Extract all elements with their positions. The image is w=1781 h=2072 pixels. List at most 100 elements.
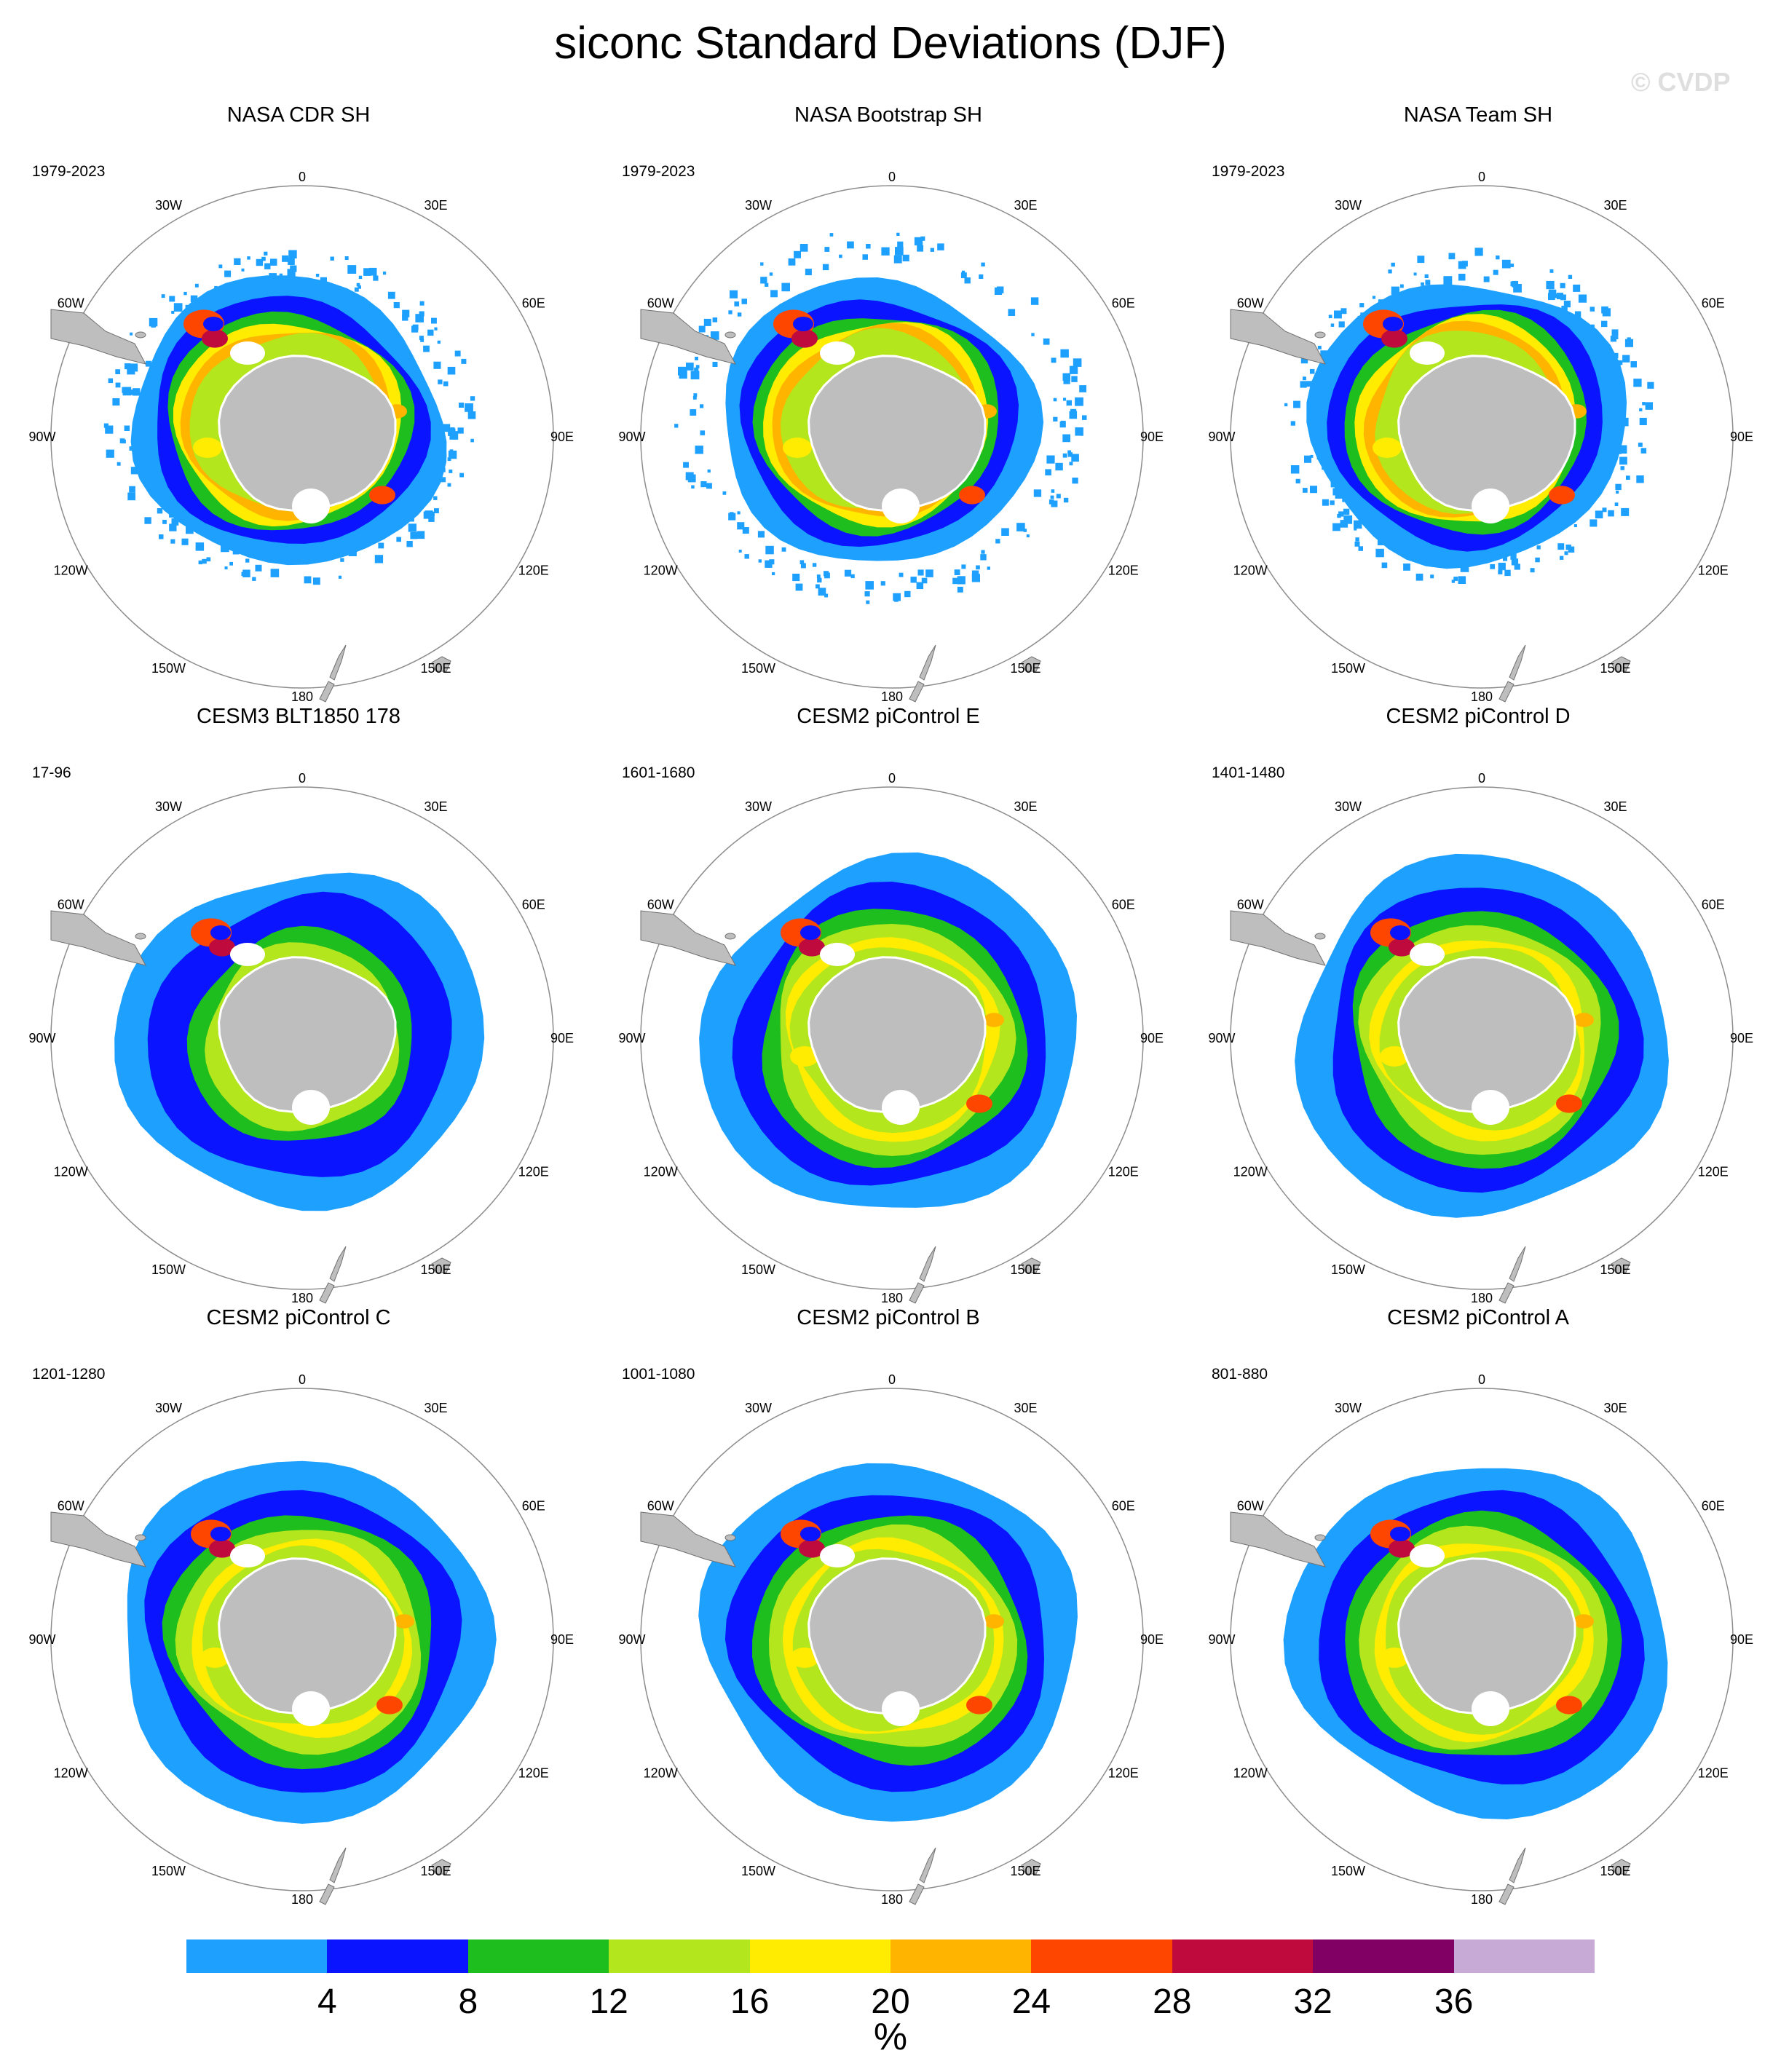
new-zealand-landmass: [919, 644, 936, 681]
longitude-label: 120W: [1233, 564, 1268, 578]
antarctica-landmass: [807, 956, 987, 1113]
ronne-ice-shelf: [1410, 1544, 1445, 1567]
longitude-label: 0: [888, 771, 896, 786]
longitude-label: 150W: [1331, 661, 1365, 676]
ross-ice-shelf: [882, 1691, 920, 1726]
new-zealand-landmass: [319, 681, 335, 703]
siconc-hotspot: [1573, 1013, 1594, 1027]
siconc-hotspot: [203, 317, 224, 331]
polar-map: 0 30E 60E 90E 120E 150E 180 150W 120W 90W 60W 30W: [618, 771, 1164, 1305]
colorbar-tick-label: 36: [1434, 1982, 1474, 2021]
colorbar-tick-label: 24: [1011, 1982, 1051, 2021]
longitude-label: 30E: [1014, 1401, 1037, 1415]
ronne-ice-shelf: [820, 341, 855, 365]
colorbar-tick-label: 12: [589, 1982, 628, 2021]
colorbar-tick-label: 4: [317, 1982, 337, 2021]
falkland-islands: [1314, 933, 1326, 940]
ross-ice-shelf: [292, 1090, 330, 1125]
panel-period: 801-880: [1212, 1366, 1268, 1383]
longitude-label: 0: [299, 170, 306, 184]
longitude-label: 120E: [1698, 564, 1729, 578]
panel-period: 1979-2023: [1212, 163, 1285, 180]
panel-period: 17-96: [32, 764, 71, 781]
map-panel: CESM2 piControl C 0 30E 60E 90E 120E 150E 180 15…: [28, 1305, 574, 1907]
map-panel: CESM2 piControl D 0 30E 60E 90E 120E 150E 180 15…: [1208, 703, 1753, 1305]
antarctica-landmass: [218, 355, 397, 512]
siconc-hotspot: [1390, 1527, 1410, 1541]
longitude-label: 90E: [550, 1632, 574, 1647]
panel-title: NASA Team SH: [1403, 103, 1553, 127]
longitude-label: 180: [291, 689, 313, 704]
polar-map: 0 30E 60E 90E 120E 150E 180 150W 120W 90W 60W 30W: [1208, 771, 1753, 1305]
siconc-hotspot: [966, 1696, 992, 1715]
colorbar-swatch: [186, 1939, 328, 1973]
new-zealand-landmass: [1509, 1847, 1526, 1883]
longitude-label: 120W: [54, 1766, 88, 1781]
longitude-label: 90W: [28, 430, 55, 444]
south-america-landmass: [50, 309, 146, 365]
longitude-label: 90W: [1208, 430, 1235, 444]
siconc-hotspot: [790, 1046, 819, 1067]
longitude-label: 90W: [618, 430, 645, 444]
ronne-ice-shelf: [820, 1544, 855, 1567]
siconc-hotspot: [984, 1013, 1004, 1027]
panel-title: CESM2 piControl E: [797, 705, 980, 728]
map-panel: NASA CDR SH 0 30E 60E 90E 120E 150E 180 150W 120W…: [28, 102, 574, 704]
falkland-islands: [1314, 1534, 1326, 1541]
new-zealand-landmass: [909, 681, 925, 703]
siconc-hotspot: [210, 925, 231, 940]
ross-ice-shelf: [1472, 489, 1509, 523]
longitude-label: 90E: [1140, 430, 1164, 444]
longitude-label: 150E: [420, 1864, 451, 1878]
longitude-label: 60E: [522, 1499, 545, 1514]
longitude-label: 60E: [522, 898, 545, 912]
panel-title: CESM3 BLT1850 178: [197, 705, 400, 728]
longitude-label: 150E: [1600, 661, 1630, 676]
polar-map: 0 30E 60E 90E 120E 150E 180 150W 120W 90W 60W 30W: [618, 170, 1164, 704]
longitude-label: 90W: [28, 1031, 55, 1045]
siconc-hotspot: [200, 1648, 229, 1668]
longitude-label: 30E: [1603, 198, 1627, 213]
longitude-label: 150E: [1600, 1864, 1630, 1878]
ronne-ice-shelf: [820, 943, 855, 966]
south-america-landmass: [640, 309, 736, 365]
longitude-label: 120W: [1233, 1766, 1268, 1781]
longitude-label: 120E: [1698, 1766, 1729, 1781]
longitude-label: 30W: [155, 1401, 182, 1415]
longitude-label: 120E: [1108, 1165, 1139, 1179]
new-zealand-landmass: [919, 1847, 936, 1883]
longitude-label: 150W: [151, 1262, 186, 1277]
new-zealand-landmass: [329, 1847, 347, 1883]
falkland-islands: [1314, 331, 1326, 339]
ross-ice-shelf: [882, 489, 920, 523]
siconc-hotspot: [210, 1527, 231, 1541]
panel-title: NASA Bootstrap SH: [794, 103, 982, 127]
falkland-islands: [135, 331, 146, 339]
polar-map: 0 30E 60E 90E 120E 150E 180 150W 120W 90W 60W 30W: [1208, 1372, 1753, 1907]
longitude-label: 0: [1478, 170, 1485, 184]
longitude-label: 150W: [741, 1262, 775, 1277]
tasmania-landmass: [1611, 1859, 1631, 1875]
south-america-landmass: [50, 1511, 146, 1567]
siconc-hotspot: [1549, 486, 1575, 505]
longitude-label: 120E: [518, 564, 549, 578]
panel-period: 1201-1280: [32, 1366, 106, 1383]
longitude-label: 60W: [58, 1499, 84, 1514]
ronne-ice-shelf: [1410, 943, 1445, 966]
longitude-label: 30W: [155, 198, 182, 213]
siconc-hotspot: [959, 486, 985, 505]
longitude-label: 120E: [518, 1766, 549, 1781]
longitude-label: 120W: [1233, 1165, 1268, 1179]
longitude-label: 60W: [58, 296, 84, 311]
longitude-label: 180: [1471, 689, 1493, 704]
tasmania-landmass: [431, 1859, 451, 1875]
longitude-label: 30W: [745, 1401, 772, 1415]
longitude-label: 180: [881, 1892, 903, 1907]
siconc-hotspot: [209, 938, 235, 957]
falkland-islands: [724, 1534, 736, 1541]
longitude-label: 180: [881, 689, 903, 704]
longitude-label: 90W: [618, 1632, 645, 1647]
longitude-label: 120W: [54, 564, 88, 578]
longitude-label: 30E: [1014, 799, 1037, 814]
longitude-label: 30E: [424, 198, 447, 213]
